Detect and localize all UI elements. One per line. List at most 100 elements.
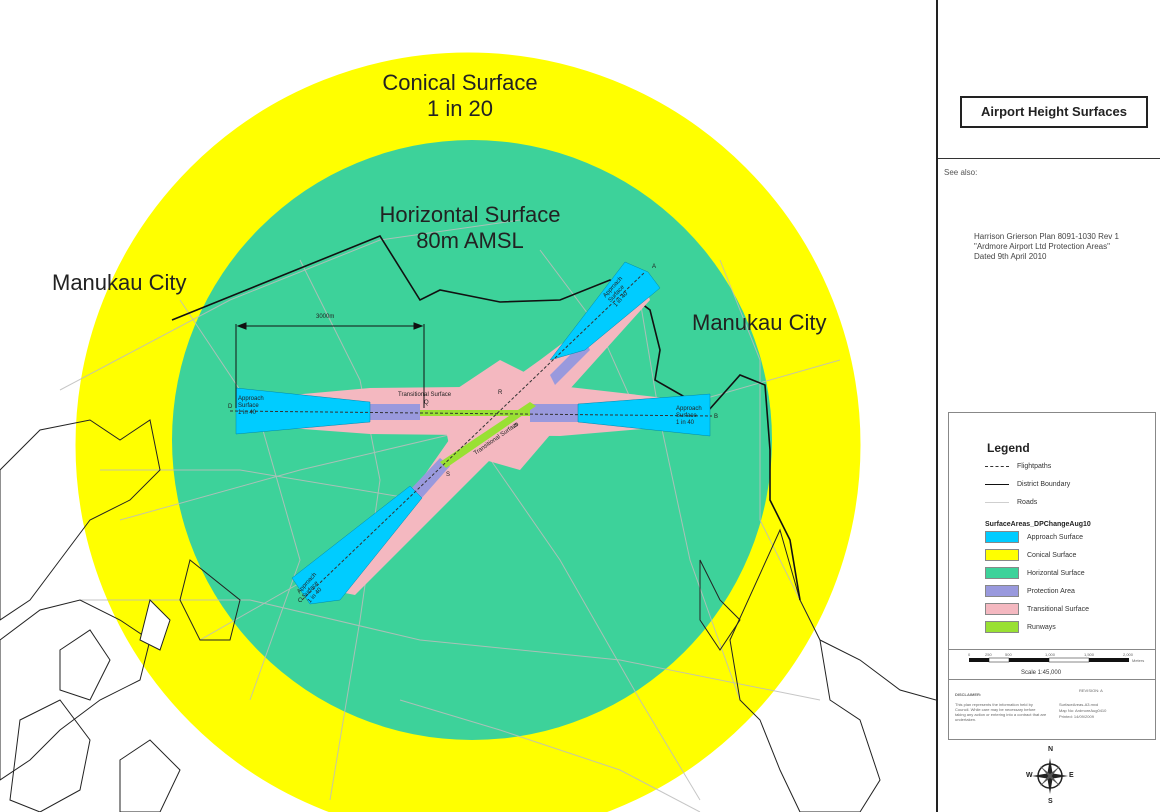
legend-swatch	[985, 531, 1019, 543]
approach-surface-e	[577, 393, 711, 437]
reference-line-1: Harrison Grierson Plan 8091-1030 Rev 1	[974, 232, 1119, 241]
approach-label-w-1: Approach	[238, 396, 264, 402]
legend-swatch	[985, 549, 1019, 561]
legend-swatch	[985, 621, 1019, 633]
scale-tick-3: 1,000	[1045, 652, 1056, 657]
scale-tick-0: 0	[968, 652, 971, 657]
scale-tick-4: 1,500	[1084, 652, 1095, 657]
legend-line-label: District Boundary	[1017, 481, 1071, 488]
conical-surface-label-line1: Conical Surface	[382, 70, 538, 95]
legend: Legend Flightpaths District Boundary Roa…	[948, 412, 1156, 650]
approach-surface-sw	[291, 485, 423, 605]
legend-item-protection: Protection Area	[985, 585, 1075, 597]
approach-label-e-1: Approach	[676, 406, 702, 412]
map-title: Airport Height Surfaces	[960, 96, 1148, 128]
legend-line-label: Flightpaths	[1017, 463, 1052, 470]
horizontal-surface-label-line1: Horizontal Surface	[379, 202, 561, 227]
approach-label-w: Approach Surface 1 in 40	[238, 396, 264, 417]
legend-item-transitional: Transitional Surface	[985, 603, 1089, 615]
see-also-label: See also:	[944, 168, 978, 177]
legend-line-roads: Roads	[985, 499, 1037, 506]
approach-label-e-3: 1 in 40	[676, 420, 695, 426]
transitional-label: Transitional Surface	[398, 392, 452, 398]
legend-item-label: Conical Surface	[1027, 551, 1077, 559]
dimension-label: 3000m	[316, 314, 335, 320]
scale-bar-graphic	[969, 657, 1129, 663]
conical-surface-label: Conical Surface 1 in 20	[340, 70, 580, 122]
roads-swatch	[985, 502, 1009, 503]
horizontal-surface-label: Horizontal Surface 80m AMSL	[350, 202, 590, 254]
divider-1	[938, 158, 1160, 159]
point-c: C	[298, 598, 303, 604]
scale-tick-5: 2,000	[1123, 652, 1134, 657]
legend-line-district: District Boundary	[985, 481, 1070, 488]
point-s: S	[446, 472, 451, 478]
north-arrow: N S W E	[1024, 744, 1076, 806]
reference-line-2: "Ardmore Airport Ltd Protection Areas"	[974, 242, 1110, 251]
scale-bar: 0 250 500 1,000 1,500 2,000 Meters Scale…	[948, 650, 1156, 680]
runway-ew	[420, 410, 530, 416]
dimension-3000m	[235, 322, 425, 408]
coastline	[0, 419, 936, 812]
legend-item-label: Transitional Surface	[1027, 605, 1089, 613]
protection-area-e	[530, 404, 578, 422]
approach-surface-w	[235, 387, 371, 435]
disclaimer-heading: DISCLAIMER:	[955, 692, 982, 697]
point-a: A	[652, 264, 657, 270]
info-panel: Airport Height Surfaces See also: Harris…	[936, 0, 1160, 812]
disclaimer-printed: Printed: 14/09/2009	[1059, 714, 1094, 719]
compass-w: W	[1026, 772, 1033, 779]
legend-item-label: Protection Area	[1027, 587, 1075, 595]
disclaimer-body: This plan represents the information hel…	[955, 702, 1047, 722]
legend-item-label: Approach Surface	[1027, 533, 1084, 541]
legend-item-label: Horizontal Surface	[1027, 569, 1085, 577]
legend-swatch	[985, 603, 1019, 615]
legend-item-approach: Approach Surface	[985, 531, 1083, 543]
approach-surface-ne	[549, 261, 661, 361]
district-swatch	[985, 484, 1009, 485]
scale-unit: Meters	[1132, 658, 1145, 663]
disclaimer-map-no: Map No: ArdmoreAug0410	[1059, 708, 1107, 713]
protection-area-w	[370, 404, 420, 420]
compass-n: N	[1048, 746, 1054, 753]
legend-line-flightpaths: Flightpaths	[985, 463, 1051, 470]
disclaimer-file: SurfaceAreas-A3.mxd	[1059, 702, 1099, 707]
point-p: P	[514, 424, 519, 430]
approach-label-e: Approach Surface 1 in 40	[676, 406, 702, 427]
district-boundary	[171, 235, 801, 601]
city-label-left: Manukau City	[52, 270, 187, 295]
disclaimer-box: DISCLAIMER: This plan represents the inf…	[948, 680, 1156, 740]
point-b: B	[714, 414, 719, 420]
scale-text: Scale 1:45,000	[1021, 670, 1062, 676]
legend-line-label: Roads	[1017, 499, 1038, 506]
legend-swatch	[985, 585, 1019, 597]
reference-line-3: Dated 9th April 2010	[974, 252, 1047, 261]
legend-item-horizontal: Horizontal Surface	[985, 567, 1085, 579]
scale-tick-1: 250	[985, 652, 992, 657]
scale-tick-2: 500	[1005, 652, 1012, 657]
compass-icon	[1032, 758, 1068, 794]
approach-label-w-2: Surface	[238, 403, 259, 409]
legend-swatch	[985, 567, 1019, 579]
approach-label-w-3: 1 in 40	[238, 410, 257, 416]
conical-surface-label-line2: 1 in 20	[426, 96, 494, 121]
city-label-right: Manukau City	[692, 310, 827, 335]
flightpaths	[229, 271, 713, 601]
point-r: R	[498, 390, 503, 396]
disclaimer-revision: REVISION: A	[1079, 688, 1103, 693]
compass-e: E	[1069, 772, 1074, 779]
flightpath-swatch	[985, 466, 1009, 467]
legend-group-title: SurfaceAreas_DPChangeAug10	[985, 521, 1091, 528]
horizontal-surface-label-line2: 80m AMSL	[416, 228, 524, 253]
legend-item-conical: Conical Surface	[985, 549, 1076, 561]
legend-item-label: Runways	[1027, 623, 1056, 631]
runway-ne-sw	[440, 402, 536, 468]
compass-s: S	[1048, 798, 1053, 805]
map-canvas	[0, 52, 936, 812]
reference-text: Harrison Grierson Plan 8091-1030 Rev 1 "…	[974, 232, 1160, 262]
point-q: Q	[424, 400, 429, 406]
legend-item-runways: Runways	[985, 621, 1056, 633]
legend-title: Legend	[987, 441, 1030, 455]
point-d: D	[228, 404, 233, 410]
